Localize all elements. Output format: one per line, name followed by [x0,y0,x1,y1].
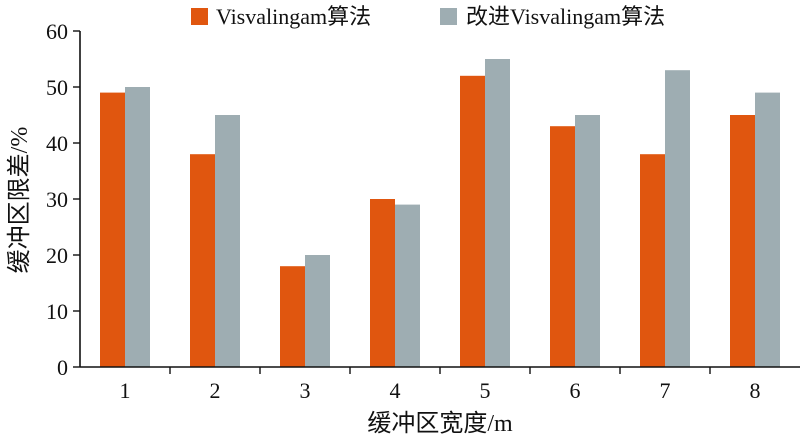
y-tick-label: 30 [46,187,68,212]
x-tick-label: 4 [390,378,401,403]
x-tick-label: 7 [660,378,671,403]
y-tick-label: 0 [57,355,68,380]
y-tick-label: 10 [46,299,68,324]
legend-swatch-2 [440,8,457,25]
bar-series-1-category-7 [640,154,665,367]
bars [100,59,780,368]
legend: Visvalingam算法 改进Visvalingam算法 [191,4,665,29]
y-tick-label: 50 [46,75,68,100]
bar-series-2-category-3 [305,255,330,367]
bar-series-2-category-5 [485,59,510,367]
y-tick-label: 40 [46,131,68,156]
bar-series-1-category-2 [190,154,215,367]
bar-series-1-category-4 [370,199,395,367]
y-axis: 0 10 20 30 40 50 60 [46,19,81,380]
bar-series-1-category-3 [280,266,305,367]
x-tick-label: 6 [570,378,581,403]
bar-series-1-category-8 [730,115,755,367]
y-axis-title: 缓冲区限差/% [6,127,33,274]
bar-series-2-category-6 [575,115,600,367]
x-tick-label: 1 [120,378,131,403]
legend-label-1: Visvalingam算法 [216,4,371,29]
bar-series-1-category-1 [100,92,125,367]
y-tick-label: 20 [46,243,68,268]
legend-label-2: 改进Visvalingam算法 [466,4,665,29]
x-axis: 1 2 3 4 5 6 7 8 [80,366,800,403]
bar-series-2-category-7 [665,70,690,367]
x-tick-label: 2 [210,378,221,403]
legend-swatch-1 [191,8,208,25]
bar-series-1-category-6 [550,126,575,367]
x-tick-label: 3 [300,378,311,403]
bar-series-2-category-4 [395,204,420,367]
bar-series-2-category-8 [755,92,780,367]
x-axis-title: 缓冲区宽度/m [367,410,513,437]
x-tick-label: 5 [480,378,491,403]
y-tick-label: 60 [46,19,68,44]
x-tick-label: 8 [750,378,761,403]
bar-series-2-category-2 [215,115,240,367]
bar-series-2-category-1 [125,87,150,367]
bar-series-1-category-5 [460,75,485,368]
